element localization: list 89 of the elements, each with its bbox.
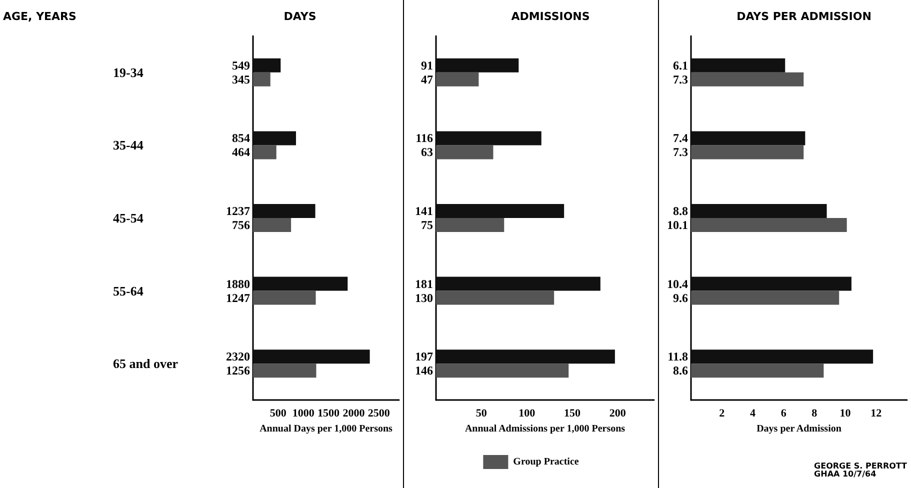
data-label: 181 (415, 276, 433, 291)
chart-title: ADMISSIONS (511, 10, 590, 23)
bar (253, 145, 276, 160)
bar (436, 204, 564, 218)
x-tick-label: 10 (840, 408, 852, 420)
x-axis-title: Days per Admission (756, 423, 842, 434)
bar (253, 290, 316, 305)
y-tick-label: 19-34 (113, 64, 144, 80)
data-label: 2320 (226, 350, 250, 364)
x-tick-label: 150 (564, 408, 581, 420)
data-label: 1237 (226, 204, 250, 218)
bar (253, 276, 348, 291)
data-label: 10.4 (667, 276, 688, 291)
data-label: 345 (232, 72, 250, 86)
y-axis-title: AGE, YEARS (3, 10, 77, 23)
x-tick-label: 4 (750, 408, 756, 420)
data-label: 9.6 (673, 290, 688, 305)
bar (691, 131, 806, 146)
data-label: 7.3 (673, 72, 688, 86)
bar (436, 276, 600, 291)
bar (691, 58, 786, 72)
data-label: 91 (421, 58, 433, 72)
x-axis-title: Annual Days per 1,000 Persons (260, 423, 393, 434)
bar (691, 364, 824, 378)
bar (436, 72, 479, 86)
data-label: 1247 (226, 290, 250, 305)
bar (253, 204, 316, 218)
bar (691, 72, 804, 86)
x-tick-label: 2000 (342, 408, 366, 420)
x-tick-label: 6 (780, 408, 787, 420)
bar (253, 350, 370, 364)
y-tick-label: 35-44 (113, 138, 144, 153)
data-label: 8.6 (673, 364, 688, 378)
data-label: 464 (232, 145, 250, 160)
x-tick-label: 12 (870, 408, 882, 420)
x-tick-label: 2 (719, 408, 726, 420)
x-tick-label: 1500 (318, 408, 340, 420)
bar (436, 145, 494, 160)
x-tick-label: 500 (270, 408, 287, 420)
data-label: 75 (421, 218, 433, 232)
bar (253, 58, 281, 72)
data-label: 146 (415, 364, 433, 378)
bar (436, 218, 504, 232)
data-label: 11.8 (668, 350, 688, 364)
data-label: 130 (415, 290, 433, 305)
text: GEORGE S. PERROTT GHAA 10/7/64 (814, 462, 908, 478)
data-label: 63 (421, 145, 433, 160)
data-label: 1880 (226, 276, 250, 291)
bar (253, 218, 292, 232)
data-label: 1256 (226, 364, 250, 378)
y-tick-label: 65 and over (113, 356, 178, 372)
bar (691, 204, 827, 218)
x-tick-label: 2500 (368, 408, 390, 420)
bar (436, 364, 569, 378)
x-tick-label: 1000 (292, 408, 315, 420)
data-label: 854 (232, 131, 250, 146)
bar (436, 290, 554, 305)
bar (436, 350, 615, 364)
bar (691, 145, 804, 160)
data-label: 756 (232, 218, 250, 232)
y-tick-label: 55-64 (113, 283, 144, 298)
legend-label: Group Practice (513, 456, 580, 468)
data-label: 116 (416, 131, 433, 146)
chart-title: DAYS PER ADMISSION (736, 10, 872, 23)
bar (691, 218, 847, 232)
bar (436, 58, 519, 72)
bar (253, 364, 316, 378)
bar (253, 131, 296, 146)
chart-title: DAYS (284, 10, 316, 23)
x-tick-label: 50 (476, 408, 488, 420)
bar (691, 276, 852, 291)
x-axis-title: Annual Admissions per 1,000 Persons (464, 423, 626, 434)
data-label: 47 (421, 72, 433, 86)
data-label: 10.1 (667, 218, 688, 232)
bar (253, 72, 270, 86)
data-label: 197 (415, 350, 433, 364)
data-label: 549 (232, 58, 250, 72)
data-label: 8.8 (673, 204, 688, 218)
bar (691, 290, 840, 305)
data-label: 6.1 (673, 58, 688, 72)
data-label: 7.4 (673, 131, 688, 146)
x-tick-label: 200 (609, 408, 626, 420)
x-tick-label: 100 (518, 408, 536, 420)
bar (436, 131, 542, 146)
y-tick-label: 45-54 (113, 210, 144, 226)
data-label: 7.3 (673, 145, 688, 160)
x-tick-label: 8 (812, 408, 818, 420)
data-label: 141 (415, 204, 433, 218)
bar (691, 350, 874, 364)
